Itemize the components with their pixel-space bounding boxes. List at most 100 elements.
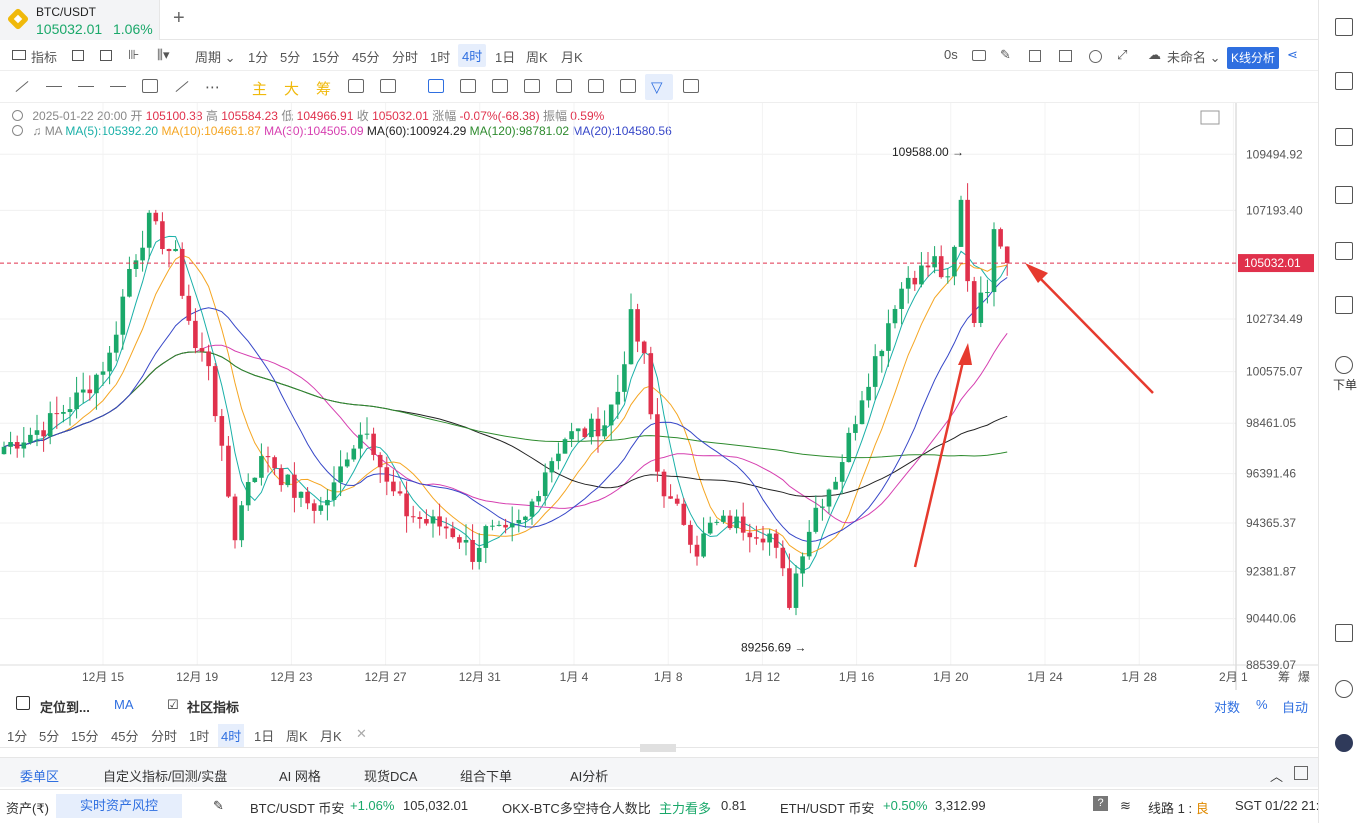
calculator-icon[interactable] bbox=[1059, 50, 1072, 62]
tab-spot-dca[interactable]: 现货DCA bbox=[364, 769, 418, 784]
interval-1h[interactable]: 1时 bbox=[430, 50, 451, 65]
bottom-interval-1h[interactable]: 1时 bbox=[189, 729, 210, 744]
log-scale-toggle[interactable]: 对数 bbox=[1214, 700, 1241, 715]
symbol-tab[interactable]: BTC/USDT 105032.01 1.06% bbox=[0, 0, 160, 40]
filter-tool-selected[interactable] bbox=[645, 74, 673, 100]
indicator-button[interactable]: 指标 bbox=[31, 50, 58, 65]
parallel-line-tool-icon[interactable] bbox=[46, 86, 62, 87]
bar-chart-icon[interactable] bbox=[1335, 242, 1353, 260]
filter-icon[interactable]: ▽ bbox=[651, 79, 663, 96]
interval-timeshare[interactable]: 分时 bbox=[392, 50, 419, 65]
panel-resize-handle[interactable] bbox=[640, 744, 676, 752]
layout-panel-icon[interactable] bbox=[1335, 624, 1353, 642]
horizontal-line-tool-icon[interactable] bbox=[110, 86, 126, 87]
lock-icon[interactable] bbox=[556, 79, 572, 93]
fullscreen-icon[interactable]: ⤢ bbox=[1117, 47, 1128, 62]
compare-icon[interactable] bbox=[100, 50, 112, 61]
copy-drawing-icon[interactable] bbox=[428, 79, 444, 93]
ticker2-name[interactable]: OKX-BTC多空持仓人数比 bbox=[502, 801, 651, 816]
ai-erase-icon[interactable] bbox=[380, 79, 396, 93]
assets-label[interactable]: 资产(₹) bbox=[6, 801, 49, 816]
locate-icon[interactable] bbox=[16, 696, 30, 710]
trendline-tool-icon[interactable] bbox=[15, 80, 29, 93]
ai-draw-icon[interactable] bbox=[348, 79, 364, 93]
pencil-icon[interactable]: ✎ bbox=[1000, 47, 1011, 62]
interval-month[interactable]: 月K bbox=[561, 50, 583, 65]
bottom-interval-week[interactable]: 周K bbox=[286, 729, 308, 744]
menu-list-icon[interactable] bbox=[1335, 18, 1353, 36]
magnet-icon[interactable] bbox=[460, 79, 476, 93]
interval-1d[interactable]: 1日 bbox=[495, 50, 516, 65]
interval-week[interactable]: 周K bbox=[526, 50, 548, 65]
interval-15m[interactable]: 15分 bbox=[312, 50, 340, 65]
risk-control-button[interactable]: 实时资产风控 bbox=[56, 794, 182, 818]
camera-icon[interactable] bbox=[972, 50, 986, 61]
interval-1m[interactable]: 1分 bbox=[248, 50, 269, 65]
channel-tool-icon[interactable] bbox=[78, 86, 94, 87]
rectangle-tool-icon[interactable] bbox=[142, 79, 158, 93]
tab-custom-indicator[interactable]: 自定义指标/回测/实盘 bbox=[103, 769, 228, 784]
main-indicator-tool[interactable]: 主 bbox=[252, 81, 268, 98]
dollar-icon[interactable] bbox=[1335, 128, 1353, 146]
bottom-interval-15m[interactable]: 15分 bbox=[71, 729, 99, 744]
big-order-tool[interactable]: 大 bbox=[284, 81, 300, 98]
eraser-icon[interactable] bbox=[620, 79, 636, 93]
trash-icon[interactable] bbox=[683, 79, 699, 93]
ray-tool-icon[interactable] bbox=[175, 80, 189, 93]
tab-order-area[interactable]: 委单区 bbox=[20, 766, 60, 791]
kline-analysis-button[interactable]: K线分析 bbox=[1227, 47, 1279, 69]
etf-icon[interactable] bbox=[1335, 296, 1353, 314]
collapse-icon[interactable] bbox=[12, 110, 23, 121]
percent-scale-toggle[interactable]: % bbox=[1256, 697, 1268, 712]
add-tab-button[interactable]: + bbox=[173, 7, 185, 29]
collapse-panel-icon[interactable]: ︿ bbox=[1270, 769, 1284, 784]
chart-growth-icon[interactable] bbox=[1335, 186, 1353, 204]
order-label[interactable]: 下单 bbox=[1333, 378, 1358, 392]
more-tools-icon[interactable]: ⋯ bbox=[205, 79, 220, 96]
period-dropdown[interactable]: 周期 ⌄ bbox=[195, 50, 236, 65]
tab-ai-analysis[interactable]: AI分析 bbox=[570, 769, 609, 784]
template-dropdown[interactable]: 未命名 ⌄ bbox=[1167, 50, 1221, 65]
chip-distribution-tool[interactable]: 筹 bbox=[316, 81, 332, 98]
expand-panel-icon[interactable] bbox=[1294, 766, 1308, 780]
robot-assistant-icon[interactable] bbox=[1335, 734, 1353, 752]
cloud-icon[interactable]: ☁ bbox=[1148, 47, 1161, 62]
note-icon[interactable] bbox=[1029, 50, 1041, 62]
interval-4h[interactable]: 4时 bbox=[458, 44, 487, 67]
tab-ai-grid[interactable]: AI 网格 bbox=[279, 769, 321, 784]
bottom-interval-4h[interactable]: 4时 bbox=[218, 724, 245, 747]
brush-icon[interactable] bbox=[492, 79, 508, 93]
ma-collapse-icon[interactable] bbox=[12, 125, 23, 136]
edit-list-icon[interactable] bbox=[588, 79, 604, 93]
bottom-interval-1m[interactable]: 1分 bbox=[7, 729, 28, 744]
community-indicator-button[interactable]: 社区指标 bbox=[187, 700, 240, 715]
candlestick-chart[interactable]: 109494.92 107193.40 102734.49 100575.07 9846… bbox=[0, 103, 1318, 690]
locate-button[interactable]: 定位到... bbox=[40, 700, 90, 715]
community-icon[interactable]: ☑ bbox=[167, 697, 179, 712]
bottom-interval-5m[interactable]: 5分 bbox=[39, 729, 60, 744]
candle-tool-icon[interactable] bbox=[524, 79, 540, 93]
bell-icon[interactable]: ♫ bbox=[32, 124, 42, 138]
bottom-interval-45m[interactable]: 45分 bbox=[111, 729, 139, 744]
ma-indicator-link[interactable]: MA bbox=[114, 697, 134, 712]
line-label[interactable]: 线路 1 : 良 bbox=[1148, 798, 1209, 817]
help-icon[interactable]: ? bbox=[1093, 796, 1108, 811]
interval-45m[interactable]: 45分 bbox=[352, 50, 380, 65]
share-icon[interactable]: ⋖ bbox=[1287, 47, 1298, 62]
order-icon[interactable] bbox=[1335, 356, 1353, 374]
document-icon[interactable] bbox=[1335, 72, 1353, 90]
bottom-interval-1d[interactable]: 1日 bbox=[254, 729, 275, 744]
ticker1-name[interactable]: BTC/USDT 币安 bbox=[250, 801, 345, 816]
settings-icon[interactable] bbox=[1089, 50, 1102, 63]
edit-ticker-icon[interactable]: ✎ bbox=[213, 798, 224, 813]
interval-5m[interactable]: 5分 bbox=[280, 50, 301, 65]
close-interval-bar-icon[interactable]: ✕ bbox=[356, 726, 367, 741]
ticker3-name[interactable]: ETH/USDT 币安 bbox=[780, 801, 875, 816]
auto-scale-toggle[interactable]: 自动 bbox=[1282, 700, 1309, 715]
layout-icon[interactable] bbox=[72, 50, 84, 61]
candle-type-icon[interactable]: ⊪ bbox=[128, 47, 140, 62]
bottom-interval-month[interactable]: 月K bbox=[320, 729, 342, 744]
support-headset-icon[interactable] bbox=[1335, 680, 1353, 698]
bottom-interval-timeshare[interactable]: 分时 bbox=[151, 729, 178, 744]
chart-style-icon[interactable]: ⫼▾ bbox=[157, 47, 170, 62]
